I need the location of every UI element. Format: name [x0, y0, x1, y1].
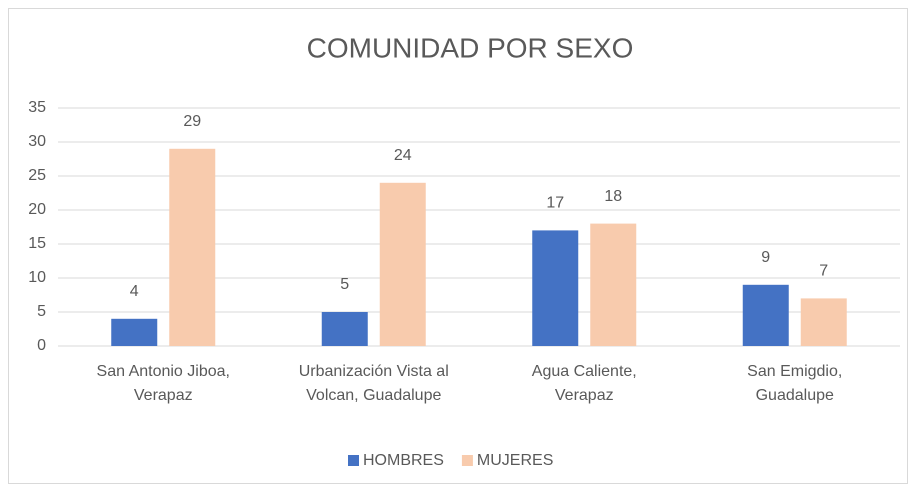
- x-tick-label: Urbanización Vista al Volcan, Guadalupe: [299, 363, 449, 404]
- x-tick-label: Agua Caliente, Verapaz: [532, 363, 637, 404]
- legend-swatch: [348, 455, 359, 466]
- y-tick-label: 5: [37, 303, 46, 320]
- bar: [532, 230, 579, 346]
- data-label: 9: [761, 249, 770, 266]
- data-label: 24: [394, 147, 412, 164]
- data-label: 7: [819, 263, 828, 280]
- legend-label: HOMBRES: [363, 452, 444, 469]
- bar: [169, 148, 216, 346]
- y-tick-label: 0: [37, 337, 46, 354]
- bar: [742, 284, 789, 346]
- y-tick-label: 30: [28, 133, 46, 150]
- bar: [800, 298, 847, 346]
- legend-label: MUJERES: [477, 452, 553, 469]
- legend-swatch: [461, 455, 473, 466]
- data-label: 5: [340, 276, 349, 293]
- y-tick-label: 10: [28, 269, 46, 286]
- y-tick-label: 35: [28, 99, 46, 116]
- data-label: 18: [604, 188, 622, 205]
- y-tick-label: 15: [28, 235, 46, 252]
- chart-border: [8, 8, 908, 484]
- bar: [379, 182, 426, 346]
- data-label: 17: [546, 195, 564, 212]
- chart-title: COMUNIDAD POR SEXO: [307, 32, 634, 63]
- x-tick-label: San Antonio Jiboa, Verapaz: [97, 363, 230, 404]
- data-label: 29: [183, 113, 201, 130]
- y-tick-label: 20: [28, 201, 46, 218]
- bar: [321, 312, 368, 346]
- bar: [590, 223, 637, 346]
- y-tick-label: 25: [28, 167, 46, 184]
- x-tick-label: San Emigdio, Guadalupe: [747, 363, 842, 404]
- data-label: 4: [130, 283, 139, 300]
- bar: [111, 318, 158, 346]
